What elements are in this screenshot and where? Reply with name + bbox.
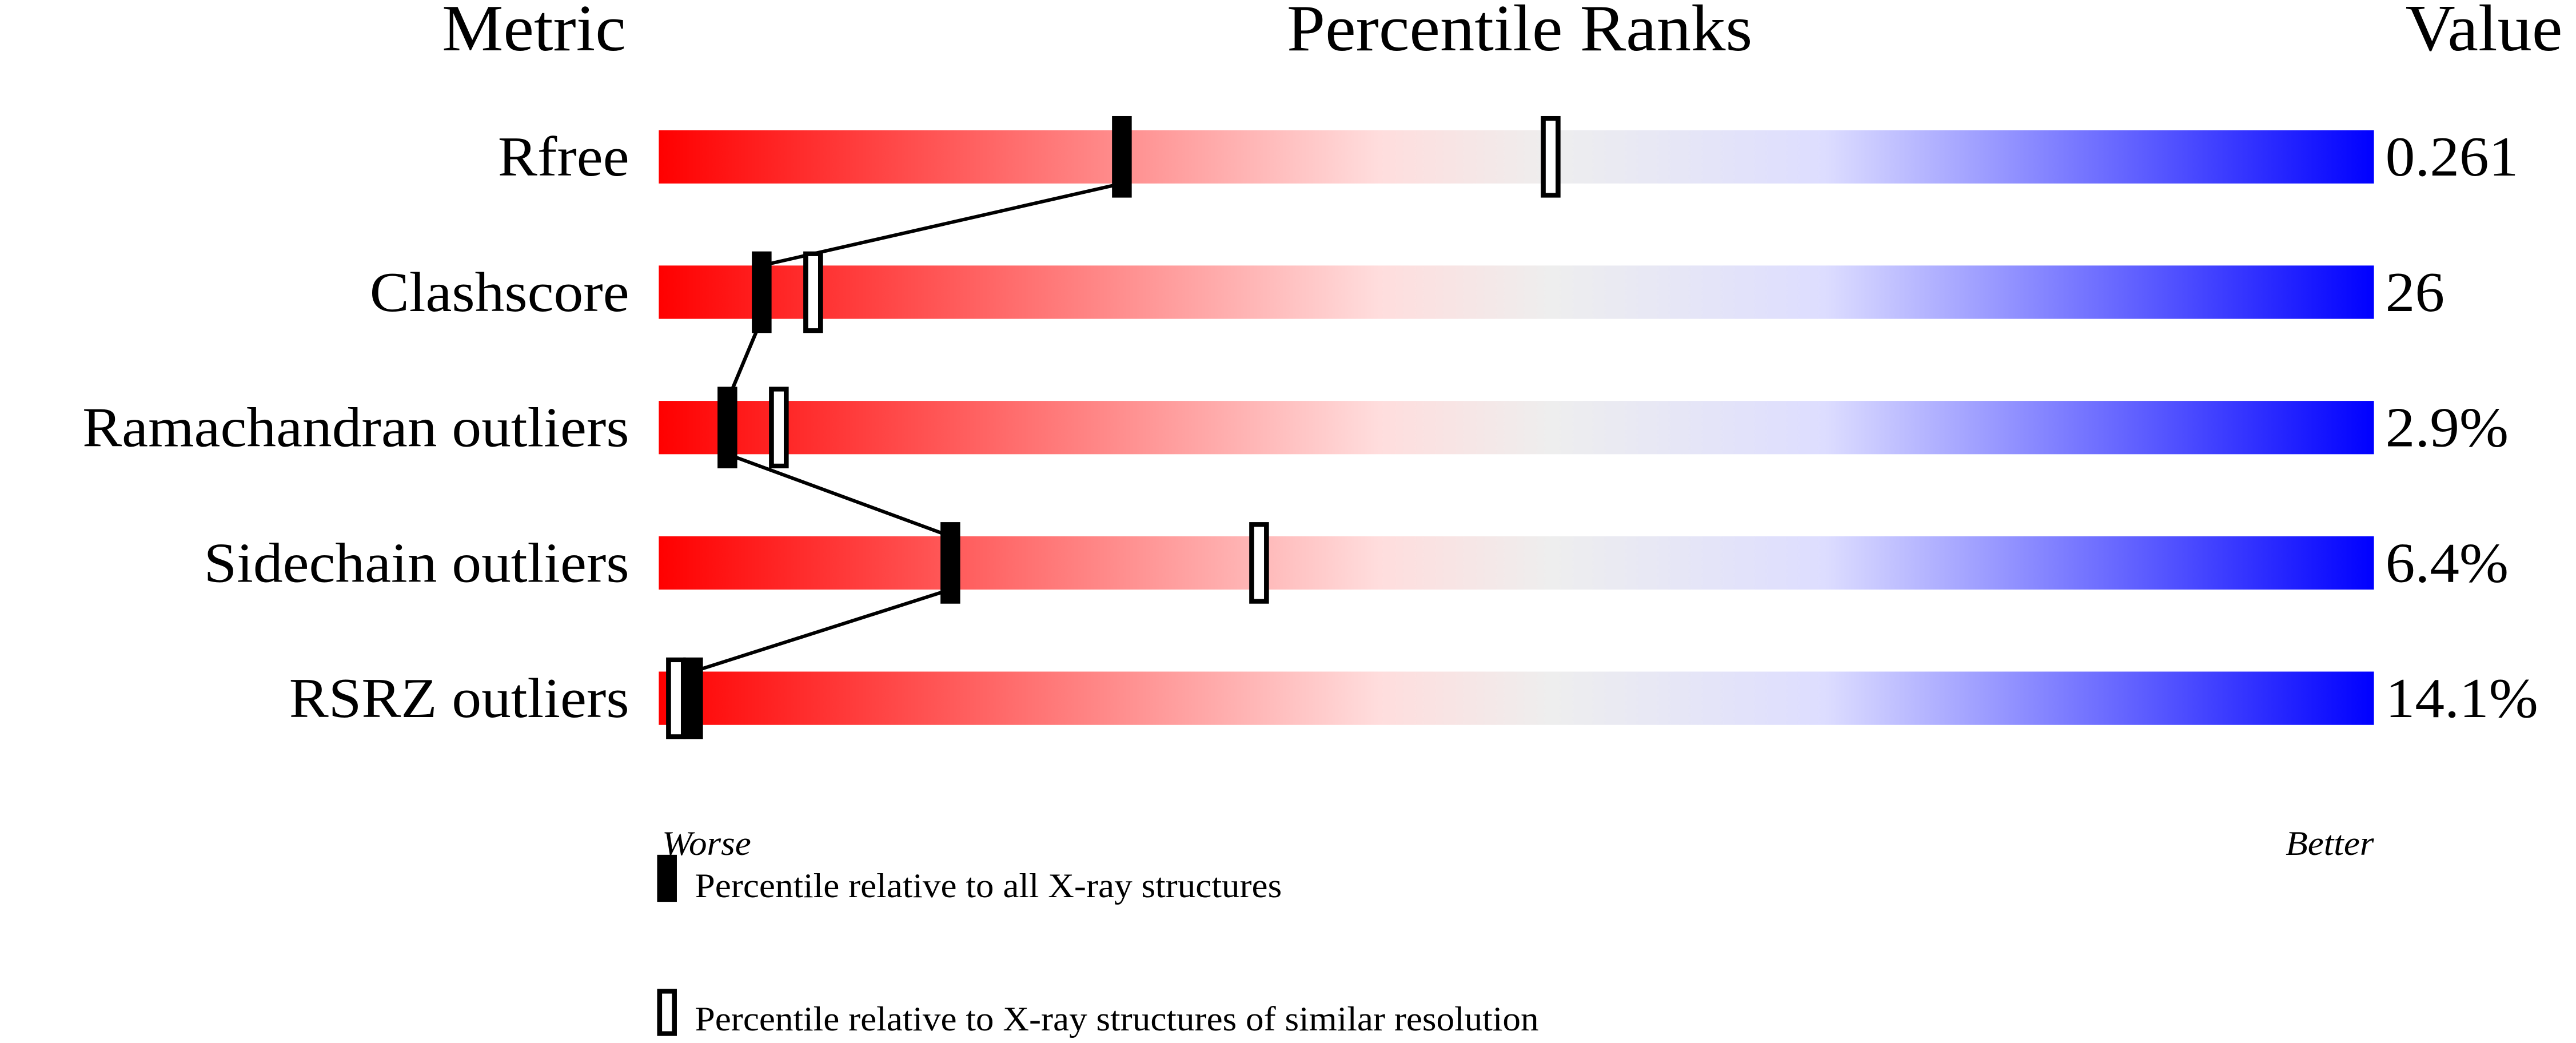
marker-similar-resolution [1541,116,1561,198]
metric-label: Ramachandran outliers [82,396,629,459]
metric-value: 2.9% [2386,396,2509,459]
axis-label-better: Better [2286,825,2374,862]
header-metric: Metric [442,0,626,65]
legend: Percentile relative to all X-ray structu… [657,854,1539,1038]
legend-filled-marker [657,854,677,902]
marker-all-structures [683,657,703,739]
metric-label: RSRZ outliers [289,667,629,729]
marker-all-structures [752,251,772,333]
metric-label: Clashscore [370,261,629,323]
percentile-bar [659,401,2374,455]
metric-value: 6.4% [2386,531,2509,594]
marker-all-structures [1112,116,1132,198]
header-value: Value [2406,0,2563,65]
percentile-bar [659,265,2374,319]
header-percentile-ranks: Percentile Ranks [1287,0,1752,65]
marker-similar-resolution [1249,522,1269,604]
percentile-bar [659,671,2374,725]
connector-line [692,588,951,674]
marker-all-structures [717,387,737,469]
legend-open-marker [657,989,677,1036]
metric-value: 26 [2386,261,2445,323]
legend-filled-label: Percentile relative to all X-ray structu… [695,867,1282,905]
marker-similar-resolution [803,251,823,333]
metric-label: Rfree [498,125,629,188]
marker-similar-resolution [666,657,686,739]
metric-value: 0.261 [2386,125,2519,188]
legend-open-label: Percentile relative to X-ray structures … [695,1000,1539,1038]
axis-label-worse: Worse [662,825,751,862]
marker-similar-resolution [769,387,789,469]
rows: Rfree 0.261 Clashscore 26 Ramachandran outli… [82,116,2538,739]
connector-line [727,452,951,538]
percentile-bar [659,130,2374,184]
metric-label: Sidechain outliers [204,531,629,594]
marker-all-structures [940,522,960,604]
metric-value: 14.1% [2386,667,2538,729]
percentile-bar [659,536,2374,590]
